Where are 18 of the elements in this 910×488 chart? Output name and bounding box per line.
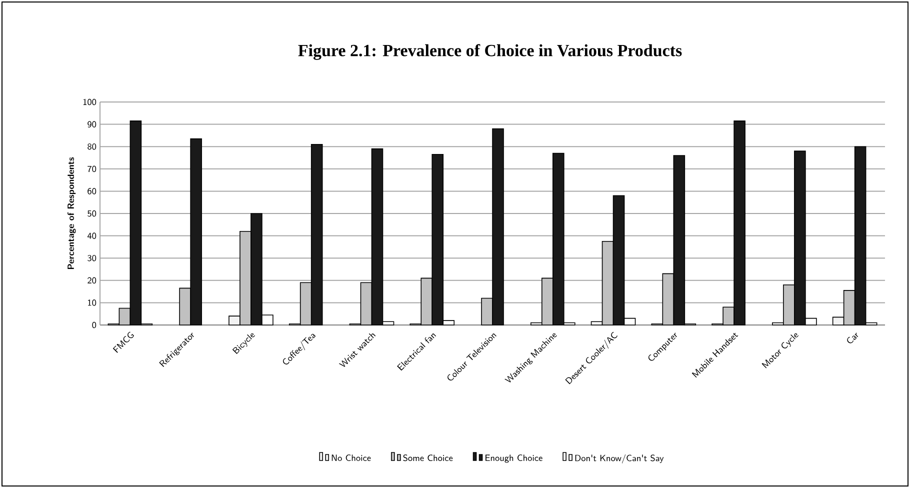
legend-label: Don't Know/Can't Say	[575, 454, 664, 464]
y-tick-label: 20	[88, 277, 96, 284]
y-tick-label: 0	[92, 322, 96, 328]
y-axis-title: Percentage of Respondents	[68, 157, 76, 270]
y-tick-label: 60	[88, 188, 96, 194]
y-tick-label: 50	[88, 210, 96, 217]
legend-label: No Choice	[332, 454, 371, 461]
chart-title: Figure 2.1: Prevalence of Choice in Various Products	[298, 44, 682, 60]
y-tick-label: 90	[88, 121, 96, 128]
legend-label: Some Choice	[403, 454, 453, 462]
y-tick-label: 30	[88, 254, 96, 262]
y-tick-label: 70	[88, 166, 96, 172]
legend-label: Enough Choice	[486, 454, 542, 463]
x-tick-label: Car	[847, 332, 858, 344]
y-tick-label: 80	[88, 143, 96, 150]
y-tick-label: 40	[87, 232, 96, 239]
y-tick-label: 100	[83, 98, 96, 106]
y-tick-label: 10	[88, 300, 96, 306]
